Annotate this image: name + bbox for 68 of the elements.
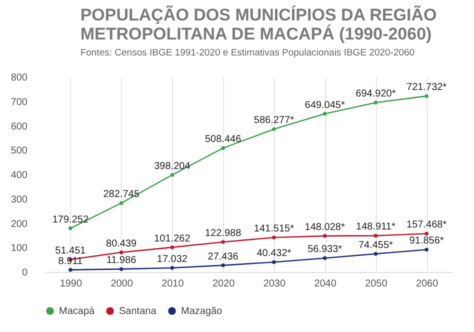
data-label: 179.252	[52, 214, 89, 226]
y-tick-label: 0	[22, 268, 28, 278]
data-label: 141.515*	[254, 224, 294, 235]
x-tick-label: 1990	[60, 278, 82, 290]
y-tick-label: 300	[10, 194, 28, 206]
point	[119, 201, 124, 205]
data-label: 51.451	[55, 245, 86, 256]
x-tick-label: 2010	[162, 278, 184, 290]
point	[424, 248, 428, 252]
point	[68, 226, 72, 230]
y-tick-label: 500	[10, 146, 28, 157]
data-label: 148.911*	[356, 222, 396, 233]
point	[68, 268, 72, 272]
data-label: 694.920*	[356, 88, 396, 100]
legend-label: Santana	[119, 306, 157, 317]
y-tick-label: 200	[10, 218, 28, 230]
x-tick-label: 2050	[365, 278, 388, 290]
point	[322, 234, 327, 238]
data-label: 74.455*	[358, 240, 394, 251]
point	[170, 173, 174, 177]
data-label: 586.277*	[254, 115, 294, 126]
point	[119, 267, 124, 271]
y-tick-label: 400	[10, 170, 28, 181]
point	[221, 263, 225, 268]
point	[424, 94, 428, 98]
data-label: 27.436	[208, 251, 239, 262]
data-label: 17.032	[156, 254, 188, 265]
point	[374, 234, 378, 238]
point	[374, 100, 378, 104]
y-tick-label: 100	[10, 243, 28, 254]
x-tick-label: 2030	[263, 278, 286, 290]
point	[272, 236, 276, 240]
data-label: 649.045*	[304, 100, 345, 111]
data-label: 148.028*	[304, 222, 345, 233]
data-label: 40.432*	[256, 248, 292, 260]
legend-label: Macapá	[59, 306, 96, 317]
point	[170, 266, 174, 270]
x-tick-label: 2020	[212, 278, 236, 290]
point	[272, 260, 276, 264]
data-label: 398.204	[154, 160, 191, 172]
point	[374, 252, 378, 256]
x-tick-label: 2000	[110, 278, 134, 290]
x-tick-label: 2060	[416, 278, 439, 290]
data-label: 91.856*	[409, 236, 444, 247]
chart-subtitle: Fontes: Censos IBGE 1991-2020 e Estimativas Populacionais IBGE 2020-2060	[80, 48, 415, 58]
y-tick-label: 600	[10, 121, 28, 132]
point	[221, 240, 225, 244]
data-label: 157.468*	[406, 220, 447, 231]
y-tick-label: 700	[10, 96, 28, 108]
point	[322, 112, 327, 116]
data-label: 80.439	[106, 238, 138, 250]
data-label: 8.911	[58, 256, 84, 267]
y-tick-label: 800	[10, 72, 28, 84]
data-label: 508.446	[204, 134, 242, 146]
point	[119, 250, 124, 254]
point	[322, 256, 327, 260]
data-label: 721.732*	[406, 82, 447, 94]
point	[170, 245, 174, 250]
point	[221, 146, 225, 150]
x-tick-label: 2040	[314, 278, 337, 290]
data-label: 101.262	[154, 233, 191, 244]
data-label: 56.933*	[308, 244, 342, 256]
point	[272, 127, 276, 131]
data-label: 11.986	[106, 255, 137, 266]
data-label: 122.988	[204, 228, 242, 240]
chart-title: POPULAÇÃO DOS MUNICÍPIOS DA REGIÃO METROPOLITANA DE MACAPÁ (1990-2060)	[80, 4, 437, 44]
legend-label: Mazagão	[181, 306, 223, 317]
point	[424, 232, 428, 236]
